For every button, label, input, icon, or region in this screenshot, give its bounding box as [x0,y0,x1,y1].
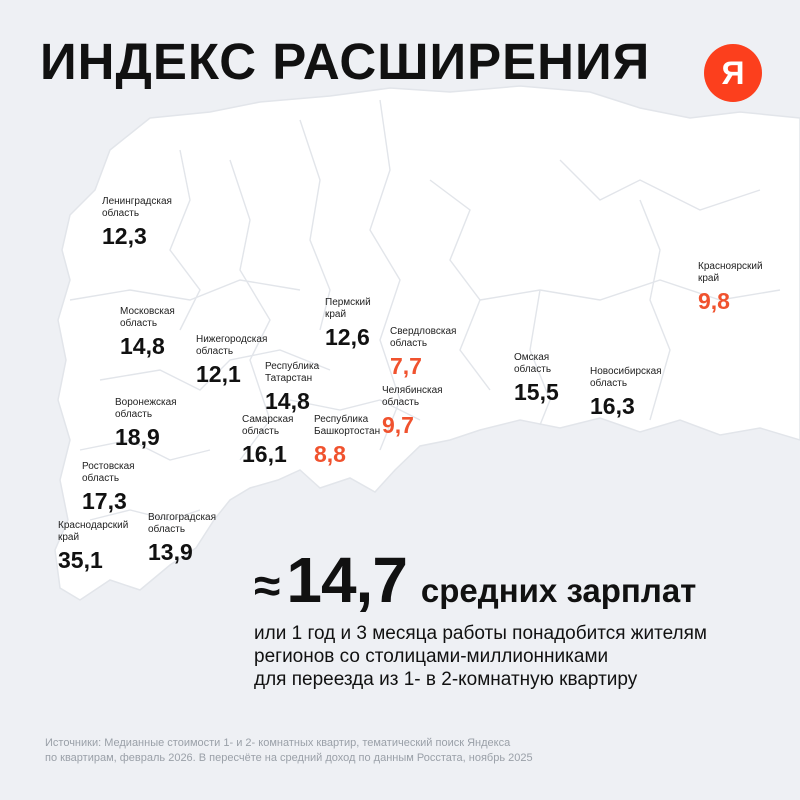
region-name: Волгоградская область [148,512,217,535]
region-name: Воронежская область [115,397,177,420]
region-omsk-oblast: Омская область 15,5 [514,352,559,405]
region-tatarstan: Республика Татарстан 14,8 [265,361,319,414]
region-leningrad-oblast: Ленинградская область 12,3 [102,196,172,249]
region-name: Свердловская область [390,326,457,349]
region-perm-krai: Пермский край 12,6 [325,297,371,350]
region-value: 17,3 [82,488,127,514]
region-voronezh-oblast: Воронежская область 18,9 [115,397,177,450]
region-name: Республика Башкортостан [314,414,381,437]
region-name: Пермский край [325,297,371,320]
page-title: ИНДЕКС РАСШИРЕНИЯ [40,33,651,90]
description-line: для переезда из 1- в 2-комнатную квартир… [254,669,638,690]
region-samara-oblast: Самарская область 16,1 [242,414,293,467]
region-novosibirsk-oblast: Новосибирская область 16,3 [590,366,662,419]
region-chelyabinsk-oblast: Челябинская область 9,7 [382,385,443,438]
region-value: 13,9 [148,539,193,565]
description-line: регионов со столицами-миллионниками [254,646,609,667]
region-value: 16,1 [242,441,287,467]
region-name: Ленинградская область [102,196,172,219]
region-value: 14,8 [265,388,310,414]
region-bashkortostan: Республика Башкортостан 8,8 [314,414,380,467]
region-nizhny-novgorod-oblast: Нижегородская область 12,1 [196,334,267,387]
map-landmass [54,85,800,601]
region-value: 16,3 [590,393,635,419]
sources-note: Источники: Медианные стоимости 1- и 2- к… [45,736,605,766]
region-name: Ростовская область [82,461,135,484]
region-sverdlovsk-oblast: Свердловская область 7,7 [390,326,456,379]
region-moscow-oblast: Московская область 14,8 [120,306,175,359]
map-region-borders [69,99,781,521]
region-value: 9,8 [698,288,730,314]
region-name: Красноярский край [698,261,763,284]
region-name: Новосибирская область [590,366,662,389]
region-value: 14,8 [120,333,165,359]
region-name: Челябинская область [382,385,443,408]
region-krasnodar-krai: Краснодарский край 35,1 [58,520,128,573]
sources-line: Источники: Медианные стоимости 1- и 2- к… [45,737,511,749]
region-rostov-oblast: Ростовская область 17,3 [82,461,135,514]
region-value: 12,1 [196,361,241,387]
sources-line: по квартирам, февраль 2026. В пересчёте … [45,752,533,764]
region-value: 7,7 [390,353,422,379]
description: или 1 год и 3 месяца работы понадобится … [254,622,774,691]
region-name: Омская область [514,352,552,375]
region-name: Нижегородская область [196,334,268,357]
region-value: 12,3 [102,223,147,249]
region-name: Самарская область [242,414,294,437]
region-value: 35,1 [58,547,103,573]
region-value: 15,5 [514,379,559,405]
approx-sign: ≈ [254,560,281,613]
stat-value: 14,7 [286,544,408,616]
region-krasnoyarsk-krai: Красноярский край 9,8 [698,261,763,314]
region-name: Республика Татарстан [265,361,320,384]
yandex-logo: Я [704,44,762,102]
region-value: 18,9 [115,424,160,450]
region-volgograd-oblast: Волгоградская область 13,9 [148,512,216,565]
stat-unit: средних зарплат [420,572,697,609]
headline-stat: ≈ 14,7 средних зарплат [254,548,696,614]
region-value: 9,7 [382,412,414,438]
region-name: Краснодарский край [58,520,129,543]
region-name: Московская область [120,306,175,329]
description-line: или 1 год и 3 месяца работы понадобится … [254,623,707,644]
region-value: 12,6 [325,324,370,350]
region-value: 8,8 [314,441,346,467]
